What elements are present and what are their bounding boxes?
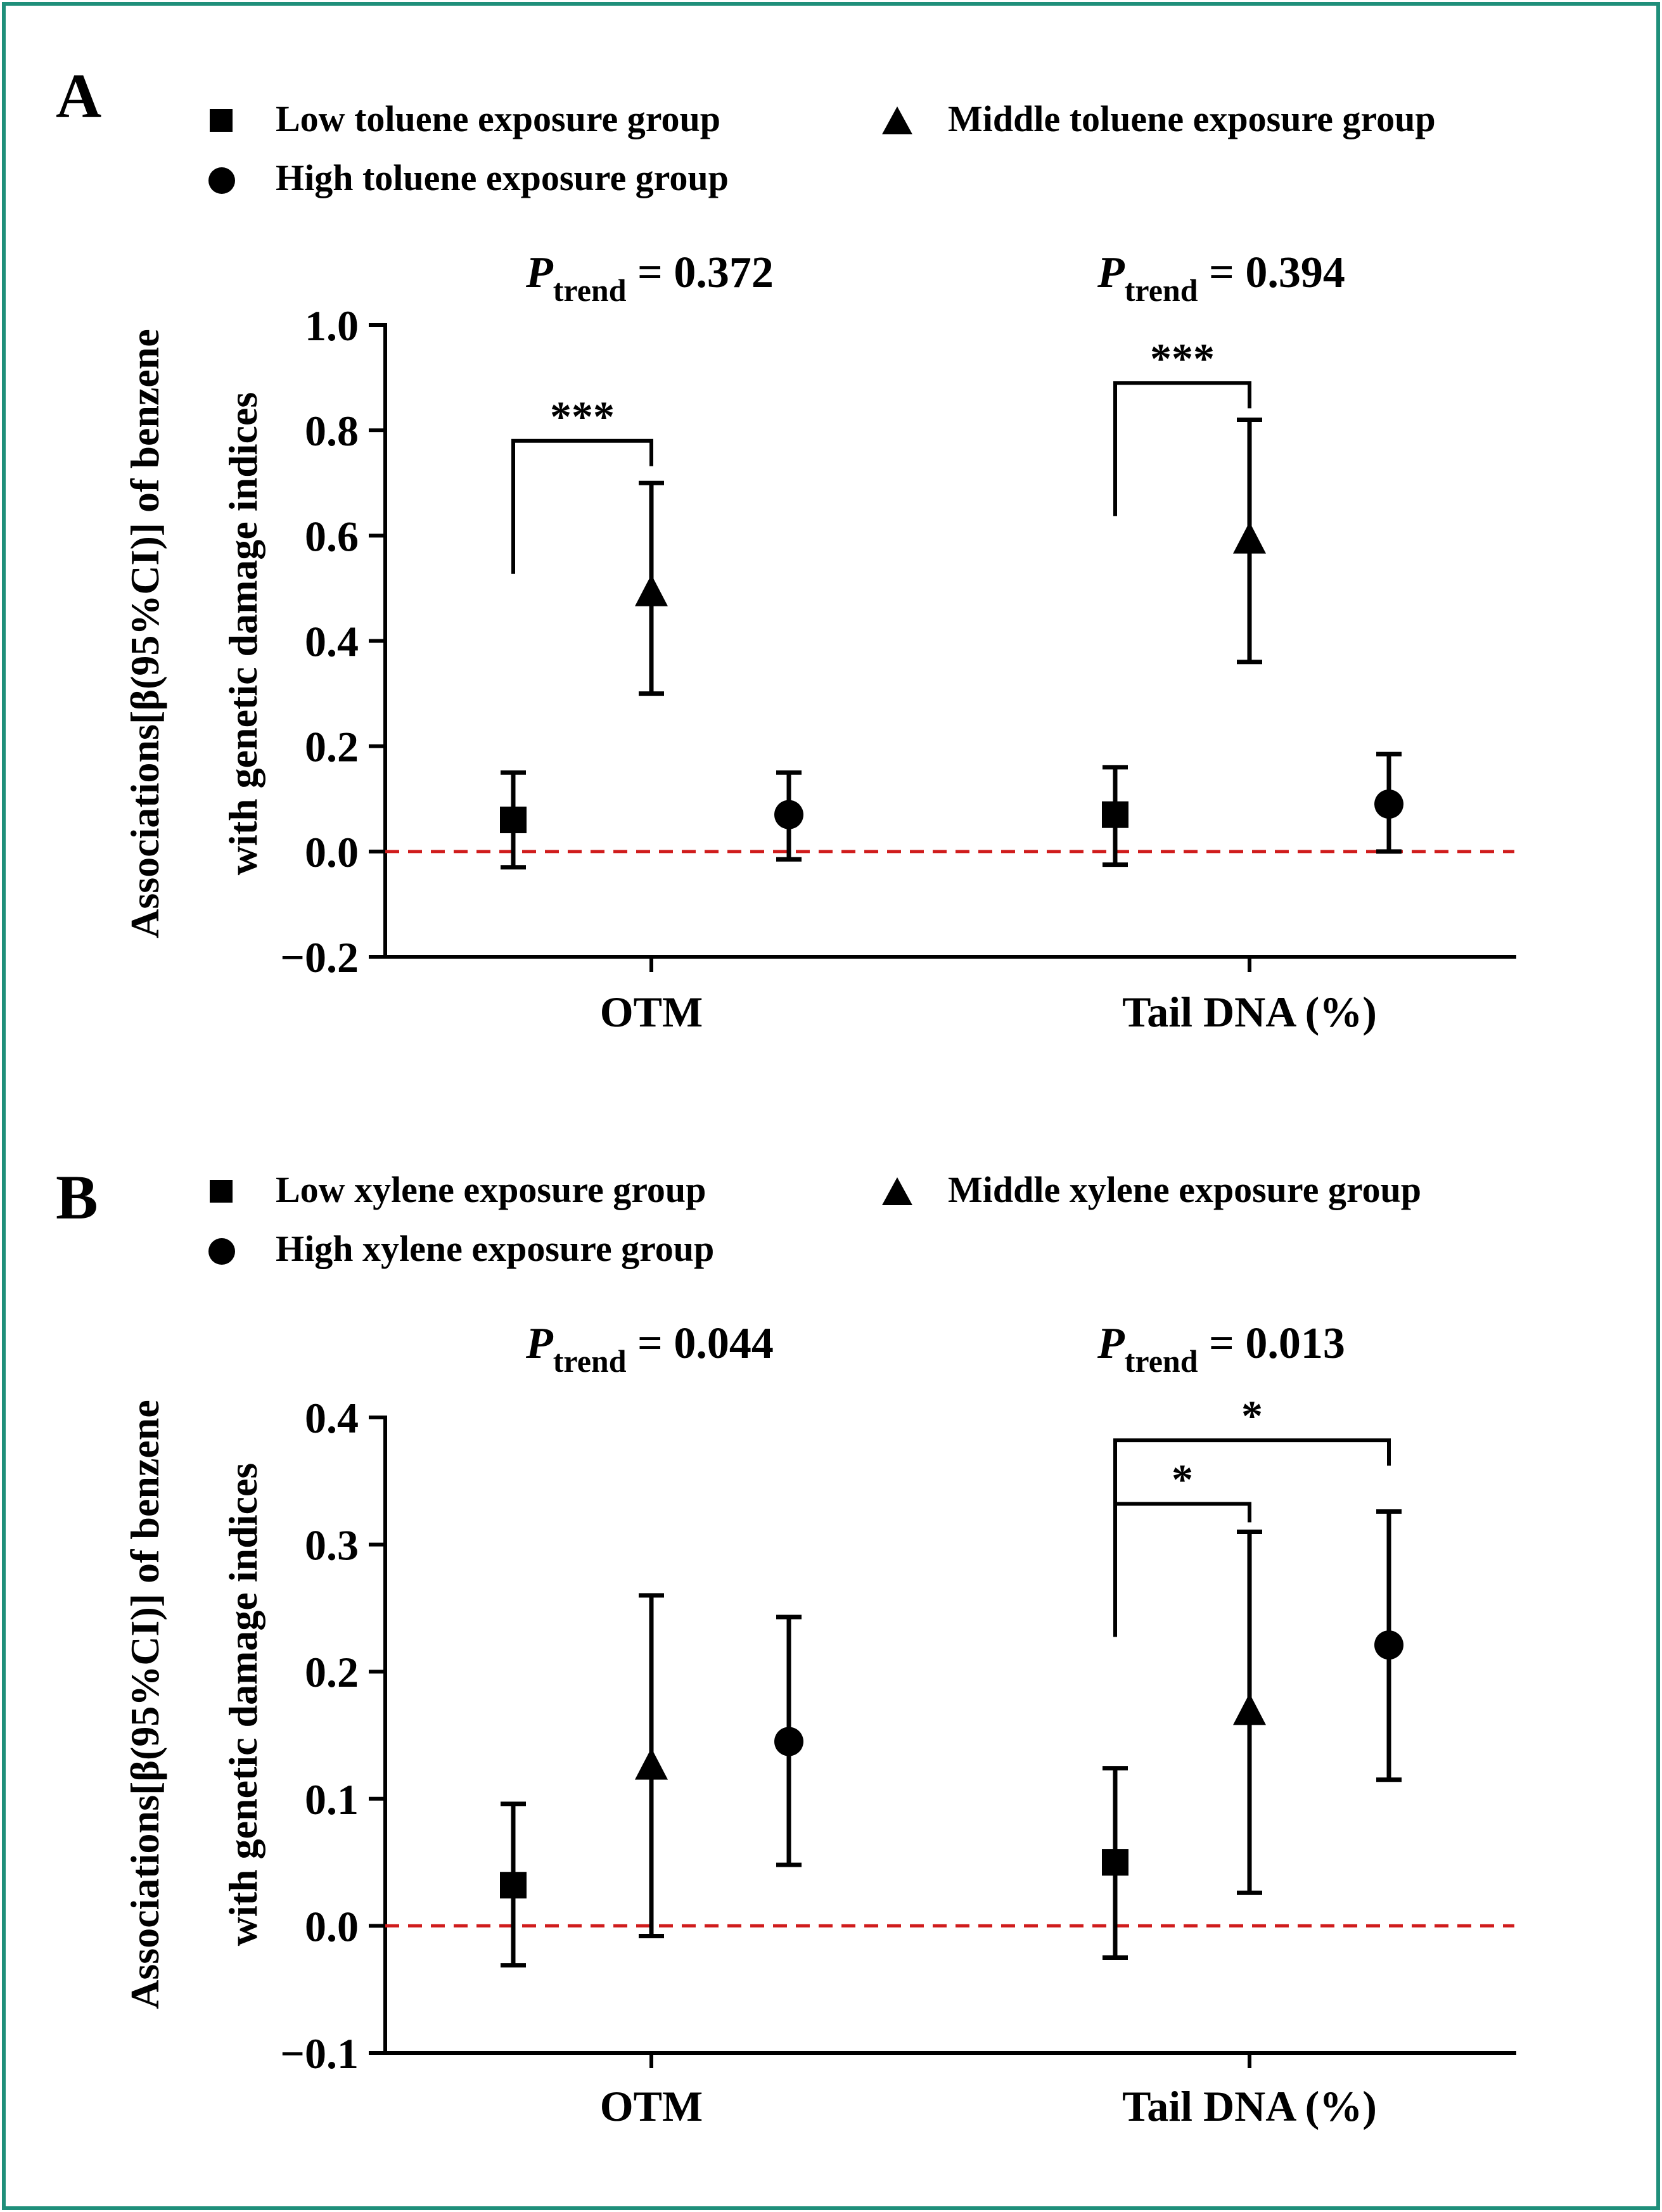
x-label-b-tail-dna: Tail DNA (%) <box>1122 2082 1377 2130</box>
legend-b-high-label: High xylene exposure group <box>276 1228 714 1269</box>
panel-a-y-tick-label: 0.0 <box>305 828 359 876</box>
plot-area-a: 1.0 0.8 0.6 0.4 0.2 0.0 −0.2 *** *** <box>280 302 1516 981</box>
y-axis-label-a-line2: with genetic damage indices <box>221 392 265 876</box>
panel-a-y-tick-label: 0.8 <box>305 407 359 455</box>
panel-a-otm-bracket-low-middle-significance-label: *** <box>550 392 615 440</box>
panel-a-otm-high-circle-marker <box>774 800 803 829</box>
panel-b-y-tick-label: −0.1 <box>280 2030 359 2078</box>
panel-a-y-tick-label: 0.6 <box>305 512 359 560</box>
panel-b-y-tick-label: 0.1 <box>305 1775 359 1824</box>
x-label-b-otm: OTM <box>600 2082 703 2130</box>
panel-b-y-tick-label: 0.4 <box>305 1394 359 1442</box>
panel-a-otm-low-square-marker <box>500 806 527 833</box>
panel-b-otm-high-circle-marker <box>774 1727 803 1756</box>
panel-a-otm-bracket-low-middle <box>511 438 653 574</box>
panel-b-tail-dna-middle-triangle-marker <box>1233 1693 1266 1725</box>
y-axis-label-a-line1: Associations[β(95%CI)] of benzene <box>122 329 167 938</box>
p-trend-b-otm: Ptrend = 0.044 <box>525 1319 774 1379</box>
panel-a-tail-dna-high-circle-marker <box>1374 790 1403 819</box>
legend-b-low-label: Low xylene exposure group <box>276 1169 706 1210</box>
legend-b-high-circle-icon <box>208 1238 235 1265</box>
x-label-a-otm: OTM <box>600 988 703 1036</box>
y-axis-label-b-line2: with genetic damage indices <box>221 1463 265 1947</box>
plot-area-b: 0.4 0.3 0.2 0.1 0.0 −0.1 * * <box>280 1391 1516 2078</box>
legend-a-low-label: Low toluene exposure group <box>276 98 720 139</box>
legend-b-middle-label: Middle xylene exposure group <box>948 1169 1421 1210</box>
legend-a-low-square-icon <box>210 109 233 132</box>
panel-b-y-tick-label: 0.3 <box>305 1521 359 1569</box>
panel-b-tail-dna-high-circle-marker <box>1374 1630 1403 1660</box>
panel-b-tail-dna-bracket-low-high <box>1113 1438 1391 1574</box>
legend-a-middle-label: Middle toluene exposure group <box>948 98 1436 139</box>
panel-a-y-tick-label: 0.4 <box>305 618 359 666</box>
panel-b-otm-middle-triangle-marker <box>635 1748 668 1780</box>
legend-b: Low xylene exposure group Middle xylene … <box>208 1169 1421 1269</box>
p-trend-b-tail-dna: Ptrend = 0.013 <box>1097 1319 1345 1379</box>
panel-b-tail-dna-bracket-low-middle-significance-label: * <box>1172 1455 1193 1503</box>
legend-a-high-circle-icon <box>208 167 235 194</box>
panel-b-y-tick-label: 0.0 <box>305 1902 359 1950</box>
panel-a-tail-dna-low-square-marker <box>1102 801 1128 828</box>
y-axis-label-b-line1: Associations[β(95%CI)] of benzene <box>122 1400 167 2009</box>
panel-a-tail-dna-bracket-low-middle-significance-label: *** <box>1150 334 1215 382</box>
panel-b-tail-dna-bracket-low-high-significance-label: * <box>1241 1391 1263 1440</box>
legend-b-middle-triangle-icon <box>882 1177 912 1205</box>
legend-b-low-square-icon <box>210 1180 233 1203</box>
panel-b-otm-low-square-marker <box>500 1872 527 1899</box>
legend-a-middle-triangle-icon <box>882 106 912 134</box>
panel-b-y-tick-label: 0.2 <box>305 1648 359 1696</box>
panel-a-otm-middle-triangle-marker <box>635 574 668 606</box>
panel-a-tail-dna-bracket-low-middle <box>1113 381 1251 516</box>
panel-b-letter: B <box>56 1162 98 1232</box>
panel-a-tail-dna-middle-triangle-marker <box>1233 521 1266 554</box>
panel-a-letter: A <box>56 61 101 131</box>
panel-a-y-tick-label: 1.0 <box>305 302 359 350</box>
legend-a: Low toluene exposure group Middle toluen… <box>208 98 1436 198</box>
panel-a-y-tick-label: 0.2 <box>305 723 359 771</box>
legend-a-high-label: High toluene exposure group <box>276 157 729 198</box>
panel-a: A Low toluene exposure group Middle tolu… <box>56 61 1516 1036</box>
x-label-a-tail-dna: Tail DNA (%) <box>1122 988 1377 1036</box>
panel-a-y-tick-label: −0.2 <box>280 933 359 981</box>
panel-b: B Low xylene exposure group Middle xylen… <box>56 1162 1516 2130</box>
p-trend-a-otm: Ptrend = 0.372 <box>525 248 774 308</box>
panel-b-tail-dna-low-square-marker <box>1102 1849 1128 1876</box>
p-trend-a-tail-dna: Ptrend = 0.394 <box>1097 248 1345 308</box>
